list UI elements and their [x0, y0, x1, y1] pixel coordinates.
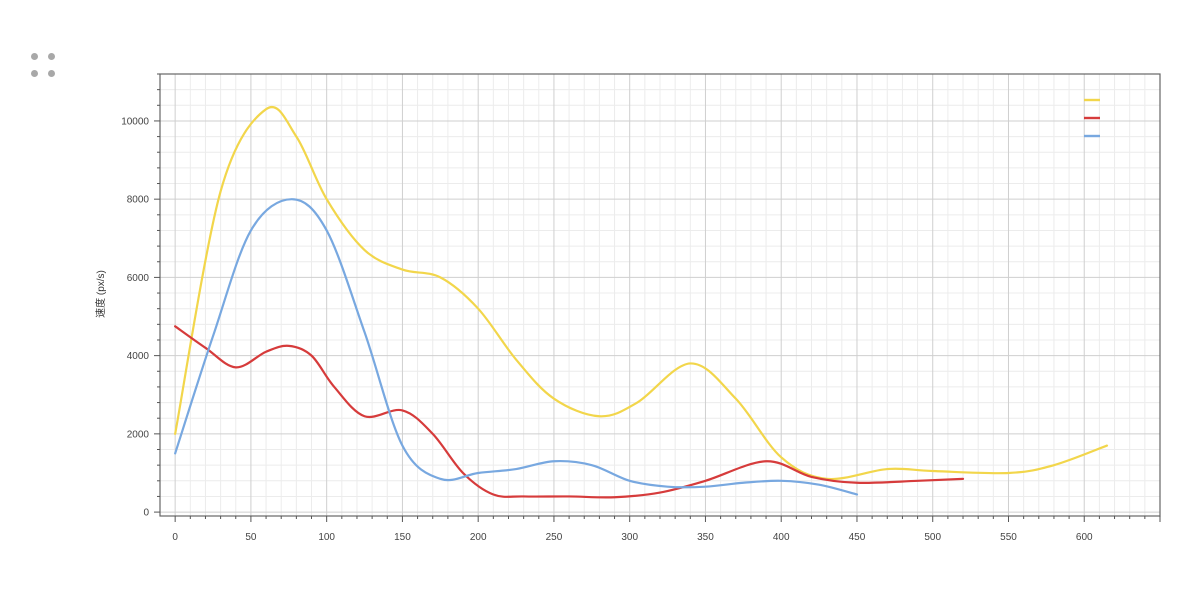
x-axis: 0 50 100 150 200 250 300 350 400 450 500 550 600	[172, 516, 1161, 543]
x-tick-label: 150	[394, 532, 411, 543]
y-tick-label: 4000	[127, 351, 150, 362]
x-tick-label: 0	[172, 532, 178, 543]
series-lines	[174, 106, 1109, 499]
grip-dot	[31, 53, 38, 60]
y-tick-label: 10000	[121, 116, 149, 127]
drag-handle-icon[interactable]	[28, 50, 60, 82]
x-tick-label: 550	[1000, 532, 1017, 543]
y-axis: 0 2000 4000 6000 8000 10000	[121, 73, 160, 519]
series-line	[174, 106, 1109, 481]
legend	[1084, 98, 1100, 138]
series-line	[174, 198, 859, 496]
series-line	[174, 325, 965, 499]
x-tick-label: 250	[546, 532, 563, 543]
y-tick-label: 8000	[127, 195, 150, 206]
y-tick-label: 2000	[127, 429, 150, 440]
x-tick-label: 600	[1076, 532, 1093, 543]
x-tick-label: 400	[773, 532, 790, 543]
x-tick-label: 350	[697, 532, 714, 543]
grip-dot	[48, 53, 55, 60]
y-axis-label: 速度 (px/s)	[94, 270, 107, 318]
x-tick-label: 100	[318, 532, 335, 543]
grip-dot	[48, 70, 55, 77]
y-tick-label: 0	[143, 508, 149, 519]
x-tick-label: 450	[849, 532, 866, 543]
y-tick-label: 6000	[127, 273, 150, 284]
grip-dot	[31, 70, 38, 77]
x-tick-label: 50	[245, 532, 257, 543]
x-tick-label: 200	[470, 532, 487, 543]
minor-gridlines	[160, 73, 1160, 516]
major-gridlines	[160, 74, 1161, 516]
x-tick-label: 300	[621, 532, 638, 543]
x-tick-label: 500	[924, 532, 941, 543]
